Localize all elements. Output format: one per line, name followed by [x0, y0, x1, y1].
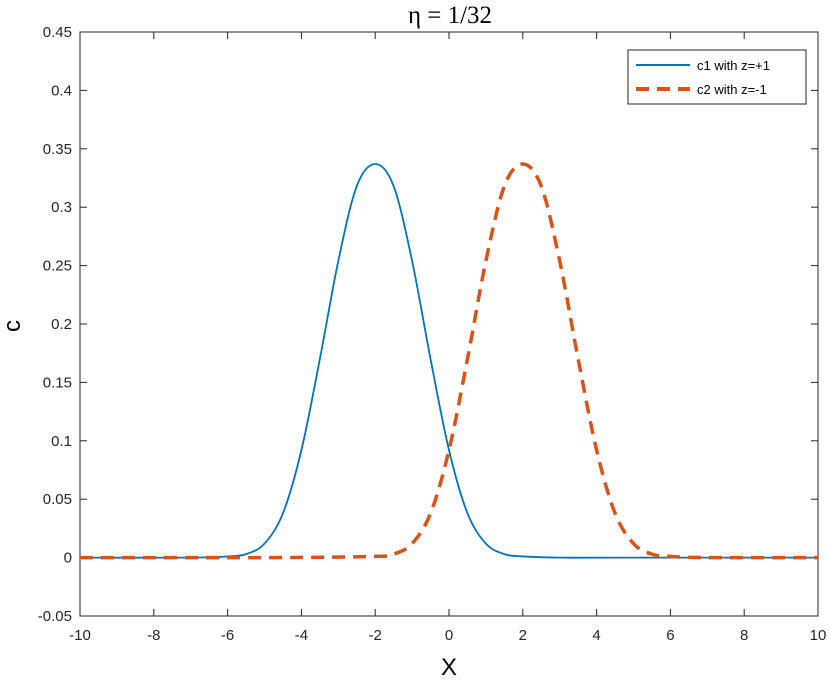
x-tick-label: -8 — [147, 627, 160, 644]
y-tick-label: 0.25 — [43, 258, 72, 275]
chart-title: η = 1/32 — [408, 2, 492, 29]
legend: c1 with z=+1 c2 with z=-1 — [627, 49, 807, 105]
y-tick-label: 0 — [64, 550, 72, 567]
y-tick-label: 0.1 — [51, 433, 72, 450]
y-tick-label: 0.35 — [43, 141, 72, 158]
x-tick-label: -6 — [221, 627, 234, 644]
x-tick-label: -2 — [369, 627, 382, 644]
x-tick-label: -4 — [295, 627, 308, 644]
y-axis-title: c — [0, 320, 26, 332]
legend-label-c1: c1 with z=+1 — [697, 58, 770, 73]
plot-area — [79, 31, 819, 617]
x-tick-label: 2 — [519, 627, 527, 644]
y-tick-label: 0.15 — [43, 374, 72, 391]
y-tick-label: 0.3 — [51, 199, 72, 216]
y-tick-label: 0.45 — [43, 24, 72, 41]
x-tick-label: 4 — [592, 627, 600, 644]
x-tick-label: 6 — [666, 627, 674, 644]
legend-label-c2: c2 with z=-1 — [697, 82, 767, 97]
legend-box — [627, 49, 807, 105]
x-tick-label: 8 — [740, 627, 748, 644]
series-line-1 — [79, 163, 818, 559]
y-tick-label: 0.05 — [43, 491, 72, 508]
series-layer — [79, 162, 819, 560]
y-tick-label: -0.05 — [38, 608, 72, 625]
x-tick-label: 10 — [810, 627, 827, 644]
x-tick-label: -10 — [69, 627, 91, 644]
y-axis-ticks: -0.05 0 0.05 0.1 0.15 0.2 0.25 0.3 0.35 0.4 0.45 — [38, 24, 818, 625]
x-tick-label: 0 — [445, 627, 453, 644]
y-tick-label: 0.4 — [51, 82, 72, 99]
x-axis-ticks: -10 -8 -6 -4 -2 0 2 4 6 8 10 — [69, 32, 826, 644]
x-axis-title: X — [441, 654, 457, 680]
y-tick-label: 0.2 — [51, 316, 72, 333]
